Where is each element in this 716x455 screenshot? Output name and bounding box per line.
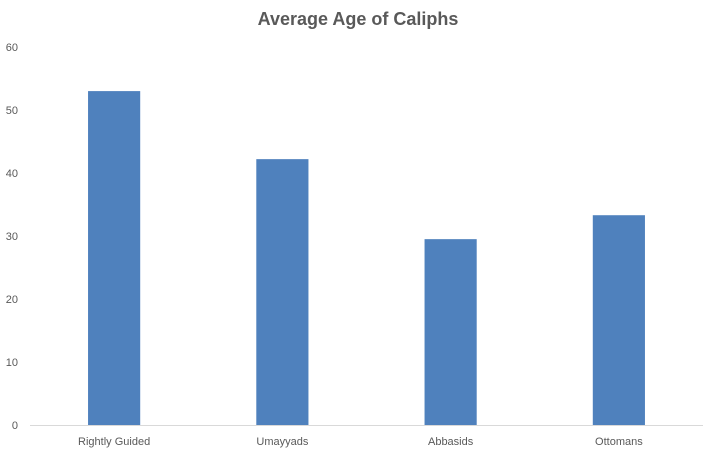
x-tick-label: Umayyads (256, 436, 308, 448)
y-tick-label: 10 (6, 357, 18, 369)
y-tick-label: 40 (6, 168, 18, 180)
x-axis: Rightly Guided Umayyads Abbasids Ottomans (30, 425, 703, 448)
bar-ottomans (592, 215, 645, 425)
bar-abbasids (424, 239, 477, 425)
bar-rightly-guided (88, 91, 141, 425)
y-tick-label: 60 (6, 42, 18, 54)
y-axis: 0 10 20 30 40 50 60 (6, 42, 18, 432)
x-tick-label: Rightly Guided (78, 436, 150, 448)
y-tick-label: 30 (6, 231, 18, 243)
x-tick-label: Abbasids (428, 436, 474, 448)
chart-title: Average Age of Caliphs (257, 9, 459, 29)
x-tick-label: Ottomans (595, 436, 643, 448)
bars-group (88, 91, 645, 425)
y-tick-label: 0 (12, 420, 18, 432)
y-tick-label: 50 (6, 105, 18, 117)
y-tick-label: 20 (6, 294, 18, 306)
bar-umayyads (256, 159, 309, 425)
